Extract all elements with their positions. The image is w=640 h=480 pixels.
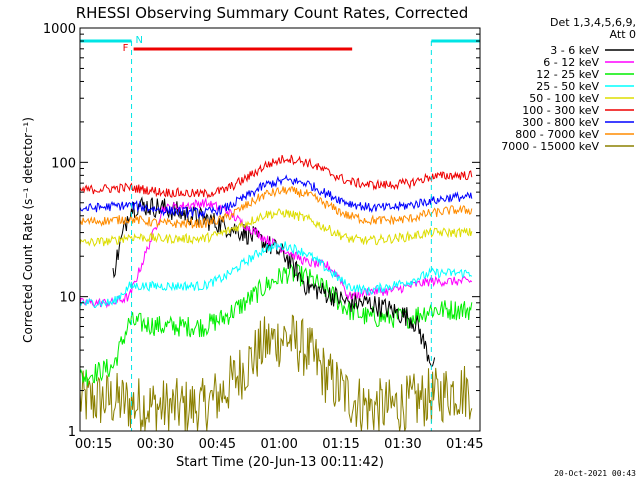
traces-layer bbox=[79, 154, 473, 432]
legend-label: 3 - 6 keV bbox=[550, 44, 599, 57]
series-trace bbox=[79, 154, 473, 199]
legend-label: 25 - 50 keV bbox=[536, 80, 599, 93]
series-trace bbox=[79, 241, 473, 309]
series-trace bbox=[79, 174, 473, 219]
x-tick-label: 00:30 bbox=[137, 437, 174, 452]
series-trace bbox=[79, 197, 473, 309]
series-trace bbox=[79, 186, 473, 229]
x-axis-label: Start Time (20-Jun-13 00:11:42) bbox=[176, 455, 384, 470]
x-tick-label: 01:30 bbox=[384, 437, 421, 452]
x-tick-label: 01:45 bbox=[446, 437, 483, 452]
night-label: N bbox=[136, 35, 143, 46]
y-axis-label: Corrected Count Rate (s⁻¹ detector⁻¹) bbox=[21, 117, 35, 343]
y-tick-label: 1000 bbox=[43, 22, 76, 37]
legend-header-line2: Att 0 bbox=[610, 28, 636, 41]
legend-label: 100 - 300 keV bbox=[522, 104, 599, 117]
x-tick-label: 01:15 bbox=[322, 437, 359, 452]
y-tick-label: 10 bbox=[59, 291, 76, 306]
legend-label: 12 - 25 keV bbox=[536, 68, 599, 81]
x-tick-label: 00:15 bbox=[75, 437, 112, 452]
legend-label: 7000 - 15000 keV bbox=[501, 140, 599, 153]
legend-label: 50 - 100 keV bbox=[529, 92, 599, 105]
x-tick-label: 01:00 bbox=[260, 437, 297, 452]
series-trace bbox=[79, 207, 473, 248]
legend-label: 800 - 7000 keV bbox=[515, 128, 599, 141]
legend-label: 6 - 12 keV bbox=[543, 56, 599, 69]
series-trace bbox=[79, 314, 473, 432]
legend-label: 300 - 800 keV bbox=[522, 116, 599, 129]
timestamp: 20-Oct-2021 00:43 bbox=[554, 469, 636, 478]
flare-label: F bbox=[123, 43, 129, 54]
legend-header-line1: Det 1,3,4,5,6,9, bbox=[550, 16, 636, 29]
chart-title: RHESSI Observing Summary Count Rates, Co… bbox=[76, 4, 469, 22]
markers-layer: NF bbox=[80, 35, 480, 431]
axes-layer: 1 10 100 1000 00:15 00:30 00:45 01:00 01:15 01:30… bbox=[43, 22, 484, 452]
y-tick-label: 100 bbox=[51, 156, 76, 171]
y-tick-label: 1 bbox=[68, 425, 76, 440]
x-tick-label: 00:45 bbox=[199, 437, 236, 452]
plot-frame bbox=[79, 27, 481, 432]
